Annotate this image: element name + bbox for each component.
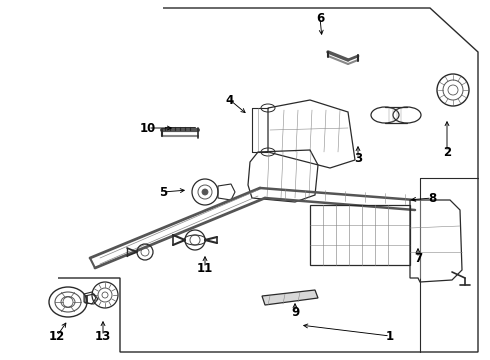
Text: 3: 3: [354, 152, 362, 165]
Text: 5: 5: [159, 185, 167, 198]
Text: 12: 12: [49, 329, 65, 342]
Text: 6: 6: [316, 12, 324, 24]
Text: 13: 13: [95, 329, 111, 342]
Text: 11: 11: [197, 261, 213, 275]
Circle shape: [202, 189, 208, 195]
Text: 10: 10: [140, 122, 156, 135]
Polygon shape: [262, 290, 318, 305]
Text: 7: 7: [414, 252, 422, 265]
Text: 4: 4: [226, 94, 234, 107]
Text: 8: 8: [428, 192, 436, 204]
Text: 1: 1: [386, 329, 394, 342]
Text: 2: 2: [443, 145, 451, 158]
Text: 9: 9: [291, 306, 299, 319]
